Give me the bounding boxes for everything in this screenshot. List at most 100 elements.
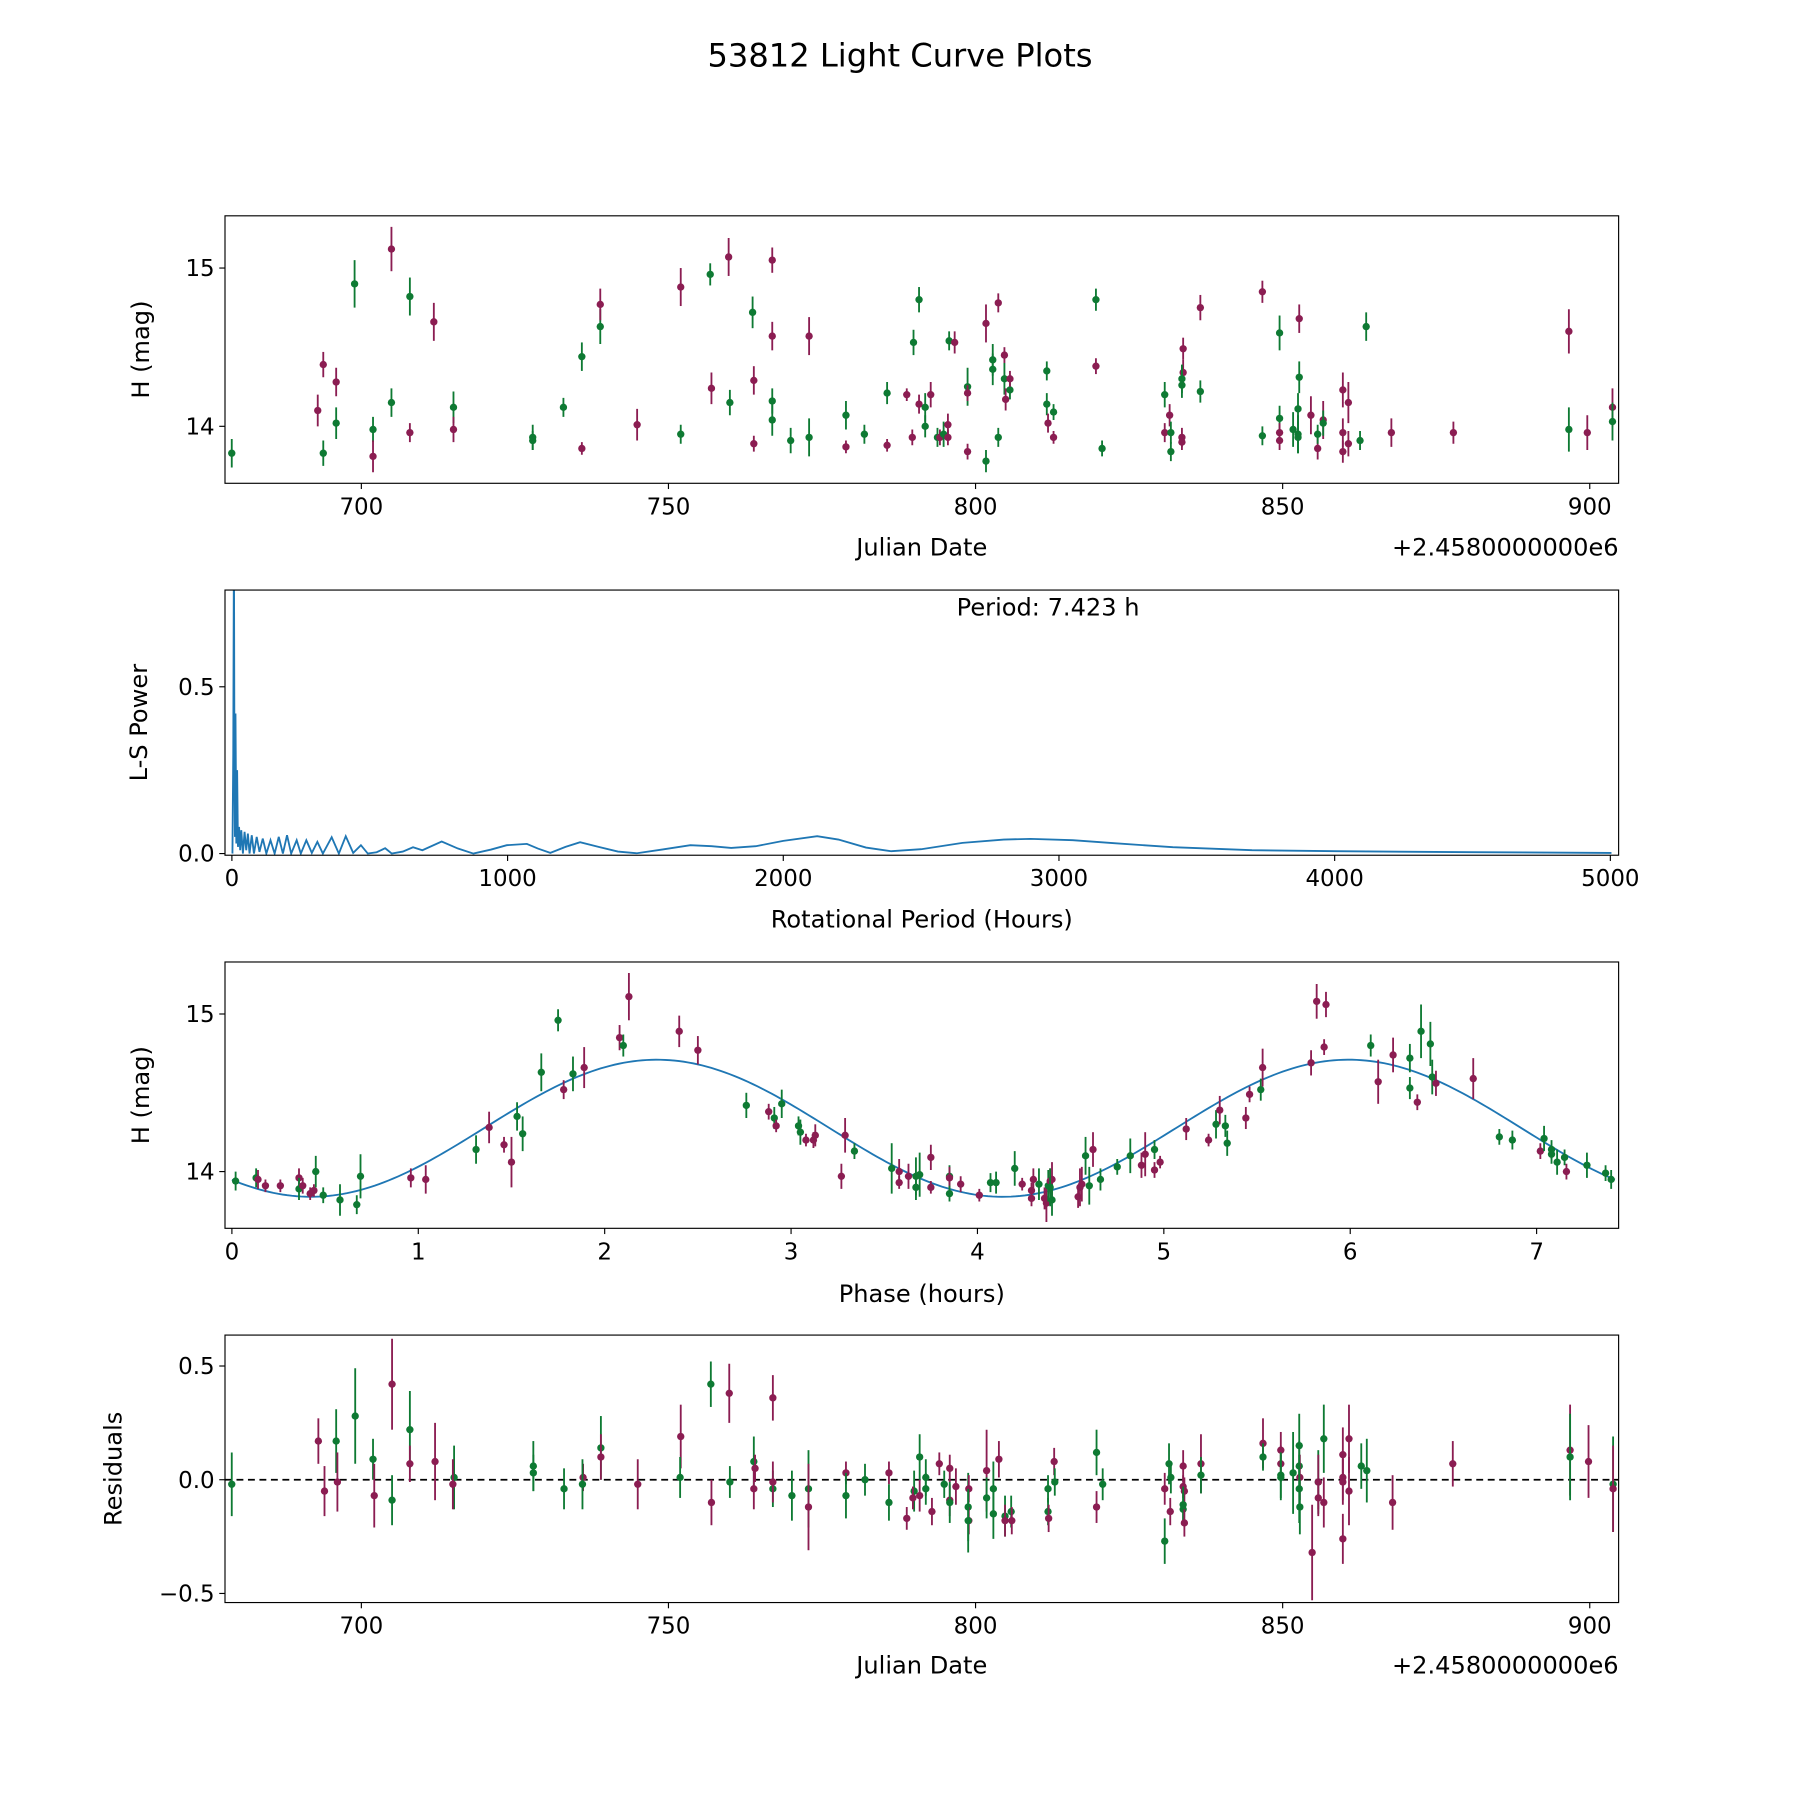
- x-tick-label: 1000: [478, 866, 536, 892]
- point-marker: [1339, 386, 1347, 394]
- data-point: [676, 1456, 684, 1498]
- point-marker: [1044, 419, 1052, 427]
- point-marker: [449, 403, 458, 411]
- data-point: [677, 424, 685, 444]
- point-marker: [1167, 447, 1175, 456]
- data-point: [1113, 1158, 1121, 1175]
- point-marker: [1344, 398, 1353, 407]
- data-point: [388, 1475, 396, 1526]
- point-marker: [580, 1063, 588, 1072]
- point-marker: [559, 1085, 568, 1094]
- point-marker: [751, 1464, 759, 1473]
- point-marker: [1167, 1473, 1175, 1482]
- data-point: [1001, 1504, 1009, 1537]
- data-point: [945, 1166, 954, 1189]
- axes-frame: [224, 1334, 1620, 1604]
- data-point: [1000, 363, 1009, 395]
- data-point: [994, 427, 1002, 447]
- data-point: [1006, 370, 1014, 387]
- point-marker: [1357, 1462, 1365, 1470]
- data-point: [883, 438, 891, 452]
- data-point: [1212, 1110, 1220, 1139]
- data-point: [356, 1154, 365, 1199]
- x-axis-label: Julian Date: [854, 534, 987, 562]
- data-point: [922, 1472, 930, 1505]
- point-marker: [1000, 351, 1009, 359]
- data-point: [921, 415, 929, 438]
- data-point: [1469, 1058, 1477, 1100]
- point-marker: [927, 1153, 935, 1162]
- point-marker: [1216, 1106, 1224, 1114]
- point-marker: [1179, 368, 1187, 377]
- data-point: [1367, 1034, 1375, 1057]
- data-point: [915, 1434, 924, 1480]
- point-marker: [1161, 390, 1169, 399]
- data-point: [1339, 1459, 1347, 1505]
- data-point: [407, 1168, 415, 1188]
- data-point: [1536, 1143, 1545, 1159]
- point-marker: [982, 457, 990, 465]
- point-marker: [1001, 1516, 1009, 1525]
- data-point: [449, 416, 458, 443]
- data-point: [351, 1368, 359, 1464]
- point-marker: [1204, 1136, 1213, 1144]
- data-point: [927, 1181, 935, 1194]
- point-marker: [1212, 1120, 1220, 1128]
- y-tick-label: 14: [185, 1160, 214, 1186]
- data-point: [885, 1461, 893, 1485]
- point-marker: [1029, 1175, 1038, 1184]
- point-marker: [726, 398, 734, 407]
- x-tick-label: 4000: [1305, 866, 1363, 892]
- data-point: [369, 416, 377, 443]
- data-point: [1547, 1144, 1556, 1164]
- data-point: [507, 1136, 516, 1188]
- data-point: [748, 296, 757, 329]
- point-marker: [1339, 1535, 1347, 1543]
- data-point: [772, 1119, 780, 1133]
- data-point: [1294, 421, 1302, 454]
- point-marker: [1167, 428, 1175, 437]
- point-marker: [387, 245, 396, 253]
- point-marker: [804, 1503, 813, 1511]
- x-tick-label: 700: [339, 1614, 383, 1640]
- data-point: [927, 381, 935, 408]
- point-marker: [351, 1412, 359, 1420]
- point-marker: [1565, 327, 1573, 336]
- data-point: [1001, 388, 1010, 411]
- data-point: [1099, 1468, 1107, 1501]
- point-marker: [485, 1123, 493, 1132]
- data-point: [1374, 1059, 1382, 1104]
- point-marker: [513, 1112, 521, 1121]
- x-tick-label: 0: [225, 1239, 240, 1265]
- data-point: [1339, 440, 1347, 463]
- data-point: [1308, 1504, 1316, 1601]
- point-marker: [1562, 1167, 1571, 1176]
- point-marker: [1277, 1473, 1285, 1482]
- point-marker: [1339, 1478, 1347, 1486]
- x-tick-label: 800: [954, 494, 998, 520]
- point-marker: [1389, 1051, 1397, 1059]
- data-point: [787, 427, 795, 454]
- point-marker: [908, 433, 916, 442]
- point-marker: [1197, 1471, 1205, 1479]
- point-marker: [350, 280, 359, 288]
- data-point: [726, 389, 734, 416]
- data-point: [1345, 1456, 1353, 1526]
- data-point: [350, 260, 359, 308]
- point-marker: [472, 1145, 480, 1154]
- data-point: [915, 1152, 924, 1197]
- point-marker: [1313, 430, 1322, 438]
- point-marker: [805, 433, 813, 442]
- data-point: [940, 1470, 948, 1498]
- data-point: [1275, 315, 1284, 351]
- data-point: [1161, 1518, 1169, 1564]
- data-point: [1027, 1190, 1036, 1207]
- point-marker: [1259, 1453, 1267, 1461]
- data-point: [750, 1468, 758, 1510]
- point-marker: [1536, 1147, 1545, 1155]
- point-marker: [1258, 1063, 1267, 1072]
- point-marker: [963, 447, 972, 456]
- data-point: [950, 331, 959, 354]
- point-marker: [332, 1437, 340, 1445]
- data-point: [319, 351, 327, 378]
